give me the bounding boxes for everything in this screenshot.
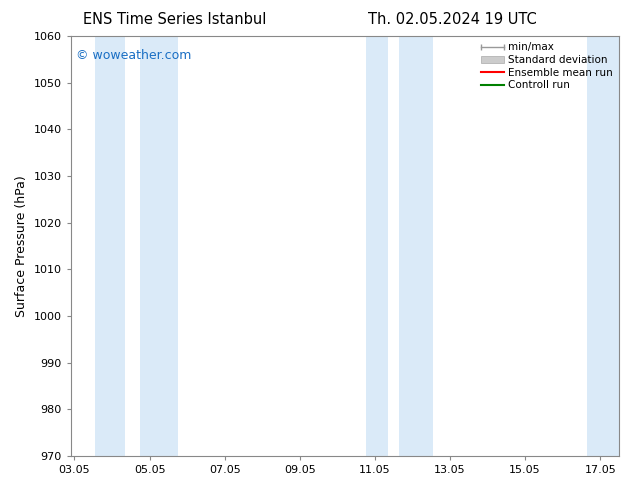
Bar <box>366 36 388 456</box>
Text: ENS Time Series Istanbul: ENS Time Series Istanbul <box>83 12 266 27</box>
Bar <box>95 36 125 456</box>
Text: Th. 02.05.2024 19 UTC: Th. 02.05.2024 19 UTC <box>368 12 536 27</box>
Text: © woweather.com: © woweather.com <box>76 49 191 62</box>
Y-axis label: Surface Pressure (hPa): Surface Pressure (hPa) <box>15 175 28 317</box>
Legend: min/max, Standard deviation, Ensemble mean run, Controll run: min/max, Standard deviation, Ensemble me… <box>477 38 617 95</box>
Bar <box>399 36 433 456</box>
Bar <box>587 36 619 456</box>
Bar <box>140 36 178 456</box>
